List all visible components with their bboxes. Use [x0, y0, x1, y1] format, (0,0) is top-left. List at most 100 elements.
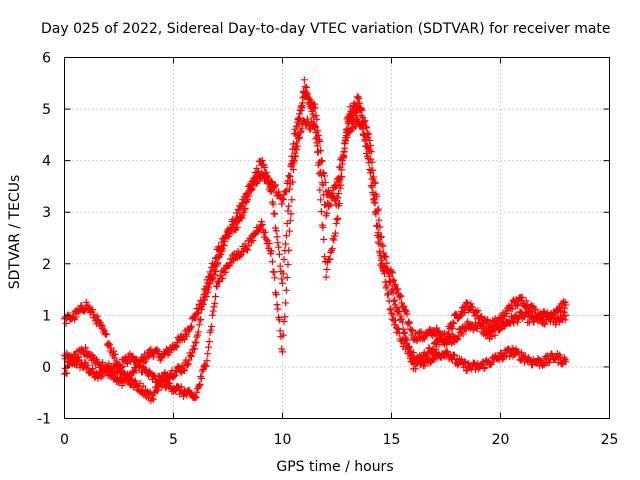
data-point — [448, 331, 456, 339]
data-point — [449, 319, 457, 327]
data-point — [488, 323, 496, 331]
data-point — [310, 113, 318, 121]
data-point — [273, 233, 281, 241]
data-point — [362, 142, 370, 150]
data-point — [451, 351, 459, 359]
data-point — [75, 353, 83, 361]
data-point — [510, 319, 518, 327]
data-point — [447, 355, 455, 363]
y-tick-label: 0 — [42, 360, 51, 376]
data-point — [282, 232, 290, 240]
data-point — [449, 338, 457, 346]
data-point — [444, 332, 452, 340]
data-point — [433, 324, 441, 332]
data-point — [209, 307, 217, 315]
data-point — [271, 182, 279, 190]
data-point — [198, 299, 206, 307]
data-point — [222, 268, 230, 276]
data-point — [185, 356, 193, 364]
data-point — [247, 238, 255, 246]
data-point — [106, 341, 114, 349]
data-point — [177, 383, 185, 391]
data-point — [309, 110, 317, 118]
data-point — [379, 242, 387, 250]
data-point — [323, 265, 331, 273]
data-point — [283, 274, 291, 282]
data-point — [273, 301, 281, 309]
data-point — [202, 282, 210, 290]
x-tick-label: 20 — [492, 432, 510, 448]
data-point — [323, 209, 331, 217]
data-point — [195, 382, 203, 390]
data-point — [82, 344, 90, 352]
data-point — [448, 325, 456, 333]
data-point — [192, 339, 200, 347]
data-point — [500, 322, 508, 330]
data-point — [363, 124, 371, 132]
data-point — [458, 308, 466, 316]
data-point — [514, 318, 522, 326]
data-point — [279, 196, 287, 204]
data-point — [286, 173, 294, 181]
data-point — [282, 188, 290, 196]
data-point — [318, 157, 326, 165]
data-point — [500, 315, 508, 323]
data-point — [191, 393, 199, 401]
data-point — [172, 342, 180, 350]
data-point — [337, 181, 345, 189]
data-point — [97, 321, 105, 329]
grid-lines — [64, 57, 610, 419]
data-point — [336, 184, 344, 192]
data-point — [220, 242, 228, 250]
data-point — [229, 220, 237, 228]
data-point — [387, 305, 395, 313]
data-point — [378, 259, 386, 267]
data-point — [488, 358, 496, 366]
data-point — [435, 341, 443, 349]
data-point — [461, 308, 469, 316]
data-point — [155, 347, 163, 355]
data-point — [458, 328, 466, 336]
data-point — [216, 246, 224, 254]
data-point — [341, 139, 349, 147]
data-point — [398, 299, 406, 307]
data-point — [170, 373, 177, 381]
data-point — [151, 372, 159, 380]
data-point — [384, 268, 392, 276]
data-point — [193, 388, 201, 396]
data-point — [291, 152, 299, 160]
data-point — [289, 178, 297, 186]
data-point — [443, 347, 451, 355]
data-point — [250, 178, 258, 186]
data-point — [364, 155, 372, 163]
data-point — [395, 293, 403, 301]
data-point — [264, 176, 272, 184]
data-point — [293, 139, 301, 147]
data-point — [205, 343, 213, 351]
data-point — [113, 368, 121, 376]
data-point — [545, 313, 553, 321]
data-point — [319, 169, 327, 177]
data-point — [394, 324, 402, 332]
data-point — [307, 104, 315, 112]
data-point — [155, 372, 163, 380]
data-point — [384, 291, 392, 299]
data-point — [217, 245, 225, 253]
data-point — [398, 318, 406, 326]
data-point — [363, 150, 371, 158]
data-point — [191, 345, 199, 353]
data-point — [463, 366, 471, 374]
data-point — [509, 317, 517, 325]
data-point — [285, 202, 293, 210]
data-point — [191, 314, 199, 322]
data-point — [405, 344, 413, 352]
data-point — [207, 326, 215, 334]
data-point — [129, 367, 137, 375]
data-point — [278, 275, 286, 283]
data-point — [351, 102, 359, 110]
data-point — [271, 274, 279, 282]
data-point — [514, 301, 522, 309]
data-point — [534, 309, 542, 317]
data-point — [286, 185, 294, 193]
data-point — [361, 137, 369, 145]
